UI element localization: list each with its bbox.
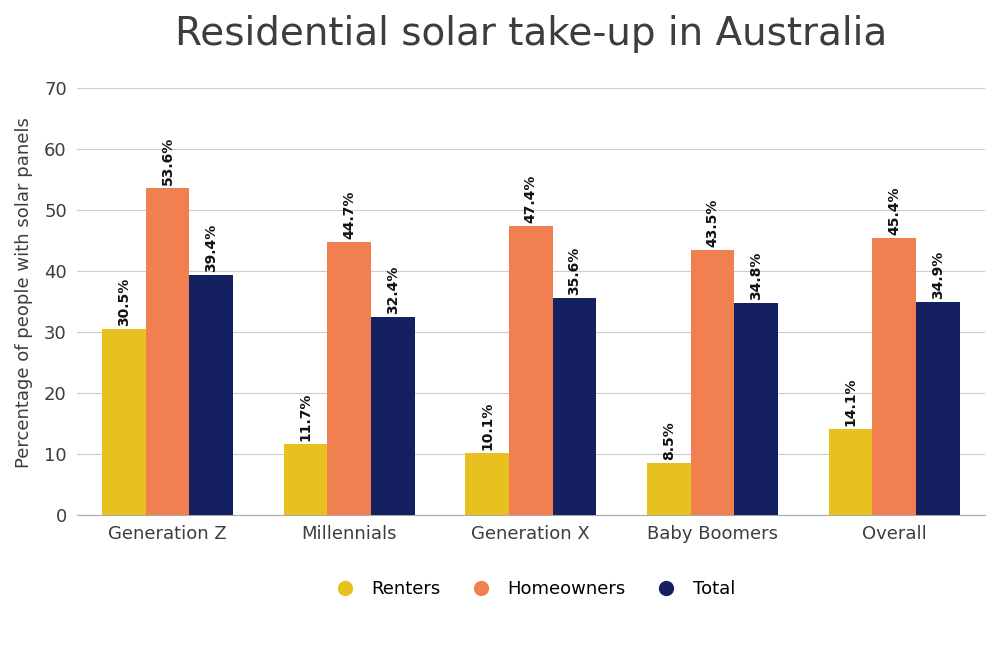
Bar [327,242,371,515]
Bar [647,463,691,515]
Text: 14.1%: 14.1% [844,377,858,426]
Text: 8.5%: 8.5% [662,422,676,460]
Title: Residential solar take-up in Australia: Residential solar take-up in Australia [175,15,887,53]
Bar [146,188,189,515]
Text: 44.7%: 44.7% [342,191,356,239]
Bar [916,302,960,515]
Text: 34.9%: 34.9% [931,251,945,299]
Bar [829,429,872,515]
Text: 11.7%: 11.7% [299,392,313,440]
Text: 34.8%: 34.8% [749,251,763,300]
Text: 39.4%: 39.4% [204,224,218,272]
Bar [102,329,146,515]
Text: 30.5%: 30.5% [117,278,131,326]
Bar [872,238,916,515]
Bar [734,303,778,515]
Bar [553,298,596,515]
Bar [509,226,553,515]
Bar [284,444,327,515]
Bar [189,275,233,515]
Text: 32.4%: 32.4% [386,266,400,315]
Text: 10.1%: 10.1% [480,402,494,450]
Bar [371,317,415,515]
Y-axis label: Percentage of people with solar panels: Percentage of people with solar panels [15,117,33,468]
Bar [691,250,734,515]
Text: 53.6%: 53.6% [160,137,174,185]
Text: 35.6%: 35.6% [567,246,581,295]
Bar [465,454,509,515]
Legend: Renters, Homeowners, Total: Renters, Homeowners, Total [319,573,742,605]
Text: 45.4%: 45.4% [887,186,901,235]
Text: 47.4%: 47.4% [524,174,538,223]
Text: 43.5%: 43.5% [705,198,719,246]
